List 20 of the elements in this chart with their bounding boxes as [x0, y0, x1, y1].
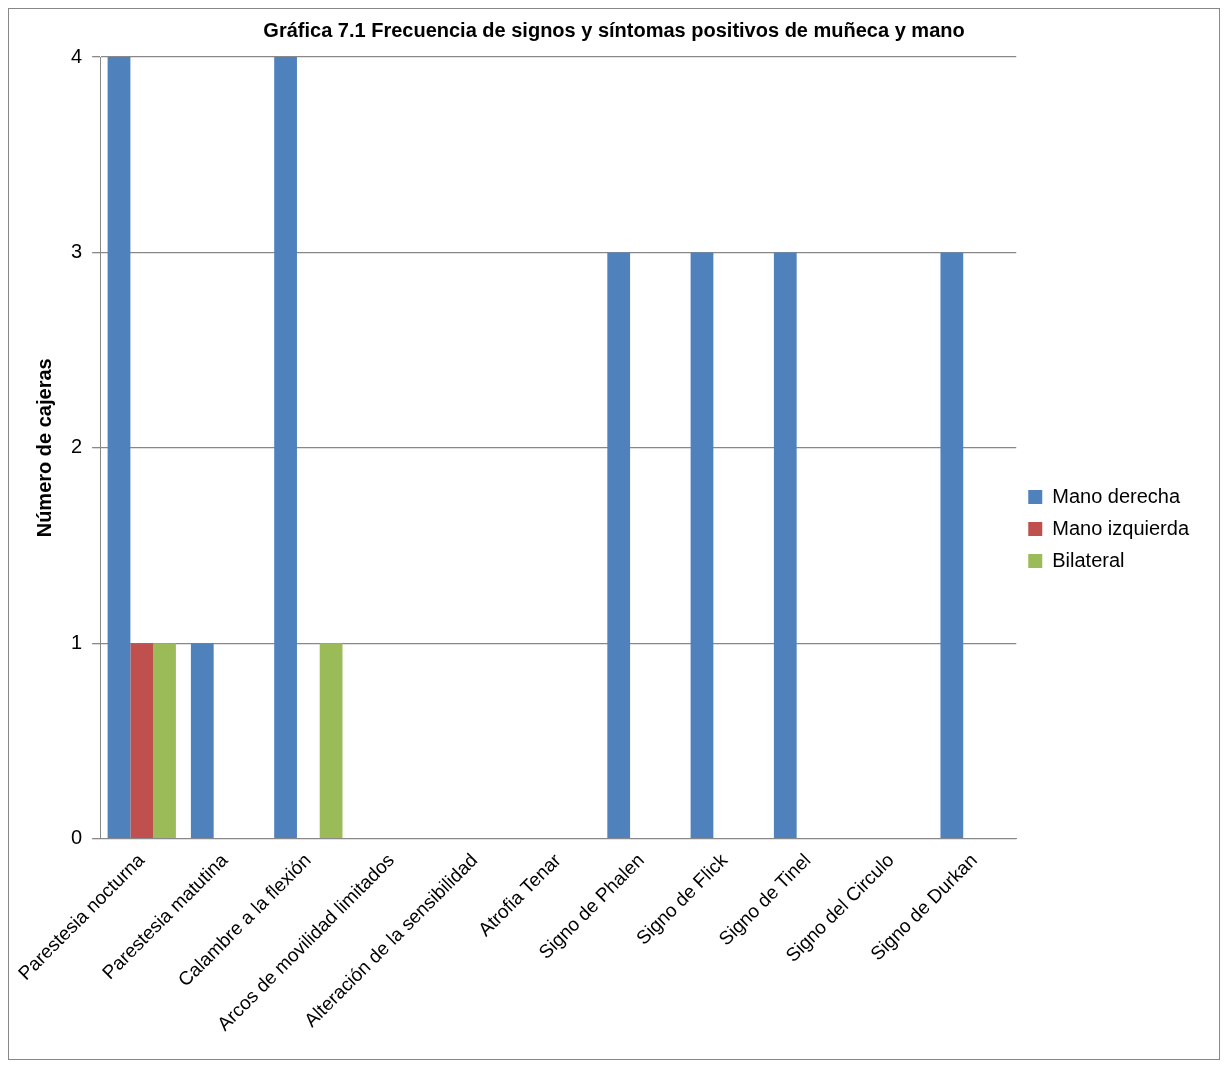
bar — [107, 57, 131, 838]
bar — [940, 252, 964, 838]
y-tick-label: 4 — [71, 44, 83, 67]
legend-label: Bilateral — [1052, 548, 1125, 571]
bar — [690, 252, 714, 838]
bar — [607, 252, 631, 838]
bar — [773, 252, 797, 838]
bar — [319, 643, 343, 838]
bar — [130, 643, 154, 838]
y-tick-label: 2 — [71, 435, 83, 458]
bar — [274, 57, 297, 838]
legend-label: Mano derecha — [1052, 484, 1181, 507]
bar — [190, 643, 214, 838]
y-tick-label: 1 — [71, 630, 83, 653]
bar — [153, 643, 176, 838]
legend-label: Mano izquierda — [1052, 516, 1190, 539]
y-axis-title: Número de cajeras — [32, 358, 55, 538]
chart-title: Gráfica 7.1 Frecuencia de signos y síntomas positivos de muñeca y mano — [263, 18, 965, 41]
y-tick-label: 3 — [71, 239, 83, 262]
y-tick-label: 0 — [71, 826, 83, 849]
